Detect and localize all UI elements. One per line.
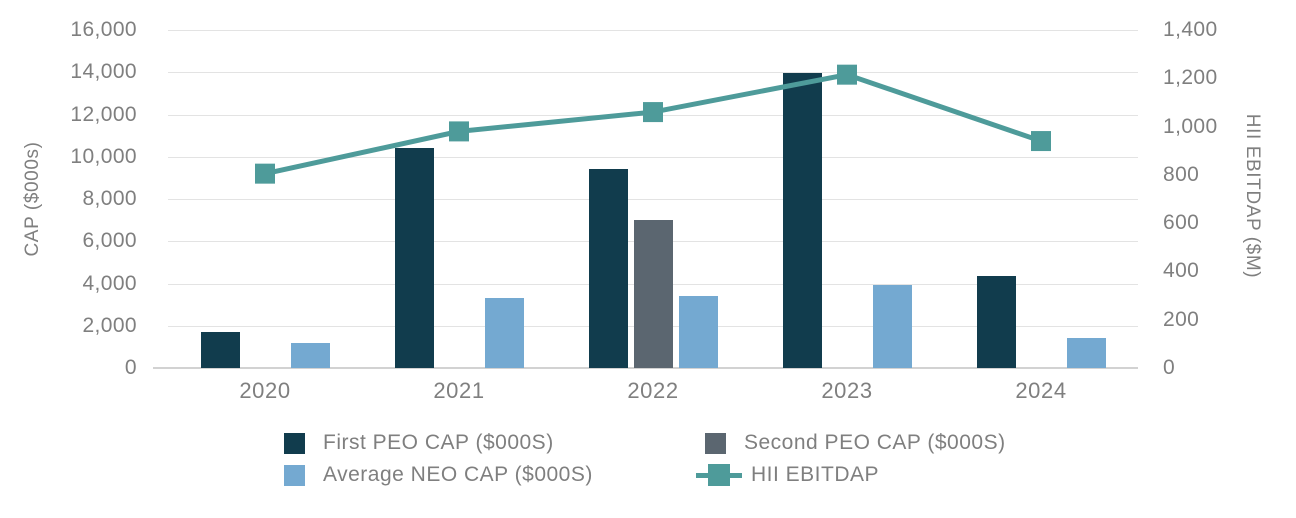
ebitdap-marker-2021 [449, 121, 469, 142]
ebitdap-line-marker-icon [696, 464, 742, 486]
x-label-2020: 2020 [239, 378, 291, 403]
bar-average-2023 [872, 284, 912, 368]
gridline-0 [153, 367, 1138, 369]
right-axis-tick-1,200: 1,200 [1163, 66, 1218, 90]
ebitdap-marker-2022 [643, 102, 663, 123]
legend-label: First PEO CAP ($000S) [323, 431, 554, 454]
bar-first-2024 [976, 276, 1016, 368]
bar-average-2021 [484, 298, 524, 368]
ebitdap-marker-2020 [255, 163, 275, 184]
left-axis-tick-6,000: 6,000 [82, 229, 137, 253]
gridline-14000 [168, 72, 1138, 74]
legend-item-hii-ebitdap: HII EBITDAP [696, 463, 879, 487]
bar-first-2022 [588, 169, 628, 368]
left-axis-tick-4,000: 4,000 [82, 271, 137, 295]
legend-item-first-peo: First PEO CAP ($000S) [284, 431, 554, 455]
right-axis-title: HII EBITDAP ($M) [1242, 113, 1263, 279]
right-axis-tick-400: 400 [1163, 259, 1200, 283]
gridline-12000 [168, 114, 1138, 116]
gridline-16000 [168, 30, 1138, 31]
bar-average-2020 [290, 342, 330, 368]
legend-label: Average NEO CAP ($000S) [323, 463, 593, 486]
legend-item-second-peo: Second PEO CAP ($000S) [705, 431, 1006, 455]
bar-first-2021 [394, 148, 434, 368]
legend-item-average-neo: Average NEO CAP ($000S) [284, 463, 593, 487]
left-axis-tick-2,000: 2,000 [82, 313, 137, 337]
x-label-2021: 2021 [433, 378, 485, 403]
ebitdap-line [264, 72, 1042, 177]
bar-average-2022 [678, 296, 718, 368]
right-axis-tick-800: 800 [1163, 162, 1200, 186]
ebitdap-marker-2023 [837, 64, 857, 85]
right-axis-tick-200: 200 [1163, 307, 1200, 331]
bar-first-2023 [782, 73, 822, 368]
bar-average-2024 [1066, 338, 1106, 368]
legend-label: HII EBITDAP [751, 463, 880, 486]
x-label-2023: 2023 [821, 378, 873, 403]
average-neo-swatch-icon [284, 464, 305, 486]
left-axis-tick-10,000: 10,000 [70, 144, 137, 168]
left-axis-tick-0: 0 [124, 356, 137, 379]
right-axis-tick-0: 0 [1163, 356, 1176, 379]
bar-second-2022 [633, 220, 673, 368]
gridline-8000 [168, 199, 1138, 200]
legend-label: Second PEO CAP ($000S) [744, 431, 1006, 454]
bar-first-2020 [200, 332, 240, 368]
gridline-10000 [168, 156, 1138, 158]
x-label-2022: 2022 [627, 378, 679, 403]
ebitdap-marker-2024 [1031, 131, 1051, 152]
second-peo-swatch-icon [705, 432, 726, 454]
left-axis-tick-16,000: 16,000 [70, 18, 137, 41]
right-axis-tick-1,000: 1,000 [1163, 114, 1218, 138]
right-axis-tick-1,400: 1,400 [1163, 18, 1218, 41]
x-label-2024: 2024 [1015, 378, 1067, 403]
first-peo-swatch-icon [284, 432, 305, 454]
right-axis-tick-600: 600 [1163, 211, 1200, 235]
left-axis-tick-14,000: 14,000 [70, 60, 137, 84]
left-axis-tick-12,000: 12,000 [70, 102, 137, 126]
left-axis-tick-8,000: 8,000 [82, 187, 137, 210]
